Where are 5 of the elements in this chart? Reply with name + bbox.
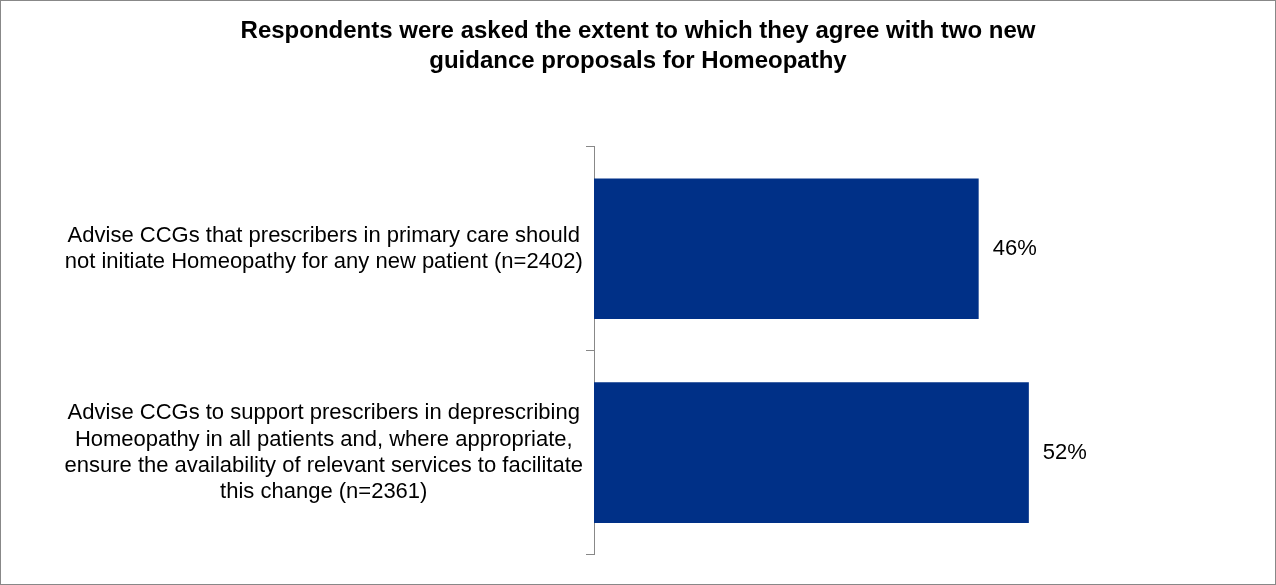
data-label: 52%: [1042, 438, 1087, 464]
data-label: 46%: [992, 234, 1037, 260]
y-tick-label: Advise CCGs to support prescribers in deprescribing Homeopathy in all patients and, where appropriate, ensure the availability of relevant services to facilitate this change (n=2361): [64, 399, 583, 504]
y-tick-label: Advise CCGs that prescribers in primary care should not initiate Homeopathy for any new patient (n=2402): [64, 221, 583, 274]
chart-title: Respondents were asked the extent to which they agree with two new guidance proposals for Homeopathy: [239, 15, 1037, 75]
